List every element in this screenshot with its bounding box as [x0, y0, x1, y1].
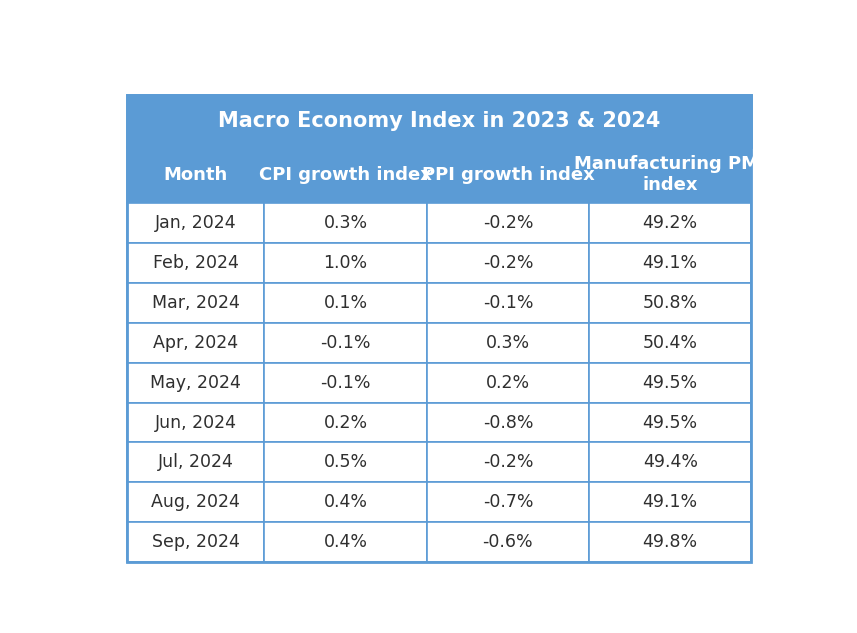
- Text: 0.3%: 0.3%: [486, 334, 530, 351]
- FancyBboxPatch shape: [127, 522, 265, 562]
- Text: May, 2024: May, 2024: [150, 373, 241, 392]
- Text: 0.4%: 0.4%: [324, 534, 368, 551]
- Text: PPI growth index: PPI growth index: [422, 166, 594, 184]
- FancyBboxPatch shape: [127, 282, 265, 323]
- FancyBboxPatch shape: [589, 442, 752, 482]
- FancyBboxPatch shape: [589, 482, 752, 522]
- Text: Macro Economy Index in 2023 & 2024: Macro Economy Index in 2023 & 2024: [218, 111, 661, 131]
- Text: Manufacturing PMI
index: Manufacturing PMI index: [574, 155, 766, 194]
- FancyBboxPatch shape: [265, 403, 427, 442]
- Text: -0.2%: -0.2%: [482, 214, 533, 232]
- FancyBboxPatch shape: [589, 203, 752, 242]
- FancyBboxPatch shape: [427, 442, 589, 482]
- FancyBboxPatch shape: [127, 403, 265, 442]
- Text: 0.2%: 0.2%: [486, 373, 530, 392]
- FancyBboxPatch shape: [427, 323, 589, 363]
- Text: Jan, 2024: Jan, 2024: [155, 214, 237, 232]
- Text: -0.6%: -0.6%: [482, 534, 533, 551]
- FancyBboxPatch shape: [427, 282, 589, 323]
- Text: 50.8%: 50.8%: [643, 294, 698, 311]
- FancyBboxPatch shape: [427, 147, 589, 203]
- Text: -0.1%: -0.1%: [321, 334, 371, 351]
- FancyBboxPatch shape: [589, 323, 752, 363]
- Text: 0.1%: 0.1%: [323, 294, 368, 311]
- Text: 0.4%: 0.4%: [324, 494, 368, 511]
- Text: Aug, 2024: Aug, 2024: [152, 494, 240, 511]
- FancyBboxPatch shape: [127, 203, 265, 242]
- Text: Apr, 2024: Apr, 2024: [153, 334, 238, 351]
- FancyBboxPatch shape: [127, 147, 265, 203]
- FancyBboxPatch shape: [427, 203, 589, 242]
- FancyBboxPatch shape: [427, 403, 589, 442]
- Text: Jun, 2024: Jun, 2024: [155, 413, 237, 432]
- FancyBboxPatch shape: [427, 242, 589, 282]
- Text: 49.2%: 49.2%: [643, 214, 698, 232]
- Text: -0.8%: -0.8%: [482, 413, 533, 432]
- FancyBboxPatch shape: [265, 203, 427, 242]
- Text: Mar, 2024: Mar, 2024: [152, 294, 240, 311]
- Text: 49.5%: 49.5%: [643, 373, 698, 392]
- FancyBboxPatch shape: [265, 363, 427, 403]
- FancyBboxPatch shape: [427, 482, 589, 522]
- Text: 49.8%: 49.8%: [643, 534, 698, 551]
- Text: -0.1%: -0.1%: [321, 373, 371, 392]
- Text: -0.7%: -0.7%: [482, 494, 533, 511]
- Text: Feb, 2024: Feb, 2024: [153, 254, 238, 272]
- FancyBboxPatch shape: [427, 522, 589, 562]
- FancyBboxPatch shape: [589, 242, 752, 282]
- Text: 49.1%: 49.1%: [643, 494, 698, 511]
- FancyBboxPatch shape: [589, 363, 752, 403]
- FancyBboxPatch shape: [265, 323, 427, 363]
- FancyBboxPatch shape: [265, 522, 427, 562]
- Text: 1.0%: 1.0%: [323, 254, 368, 272]
- FancyBboxPatch shape: [127, 363, 265, 403]
- FancyBboxPatch shape: [589, 522, 752, 562]
- Text: Jul, 2024: Jul, 2024: [158, 453, 234, 472]
- FancyBboxPatch shape: [127, 323, 265, 363]
- FancyBboxPatch shape: [127, 442, 265, 482]
- FancyBboxPatch shape: [265, 242, 427, 282]
- FancyBboxPatch shape: [589, 403, 752, 442]
- Text: -0.2%: -0.2%: [482, 453, 533, 472]
- Text: 49.4%: 49.4%: [643, 453, 698, 472]
- FancyBboxPatch shape: [265, 282, 427, 323]
- FancyBboxPatch shape: [589, 282, 752, 323]
- FancyBboxPatch shape: [427, 363, 589, 403]
- FancyBboxPatch shape: [589, 147, 752, 203]
- Text: 0.5%: 0.5%: [323, 453, 368, 472]
- Text: Month: Month: [164, 166, 228, 184]
- Text: 0.2%: 0.2%: [323, 413, 368, 432]
- Text: -0.1%: -0.1%: [482, 294, 533, 311]
- FancyBboxPatch shape: [265, 442, 427, 482]
- Text: 49.5%: 49.5%: [643, 413, 698, 432]
- FancyBboxPatch shape: [127, 96, 752, 147]
- FancyBboxPatch shape: [265, 147, 427, 203]
- Text: -0.2%: -0.2%: [482, 254, 533, 272]
- FancyBboxPatch shape: [265, 482, 427, 522]
- Text: 49.1%: 49.1%: [643, 254, 698, 272]
- Text: Sep, 2024: Sep, 2024: [152, 534, 240, 551]
- Text: CPI growth index: CPI growth index: [259, 166, 432, 184]
- FancyBboxPatch shape: [127, 242, 265, 282]
- FancyBboxPatch shape: [127, 482, 265, 522]
- Text: 50.4%: 50.4%: [643, 334, 698, 351]
- Text: 0.3%: 0.3%: [323, 214, 368, 232]
